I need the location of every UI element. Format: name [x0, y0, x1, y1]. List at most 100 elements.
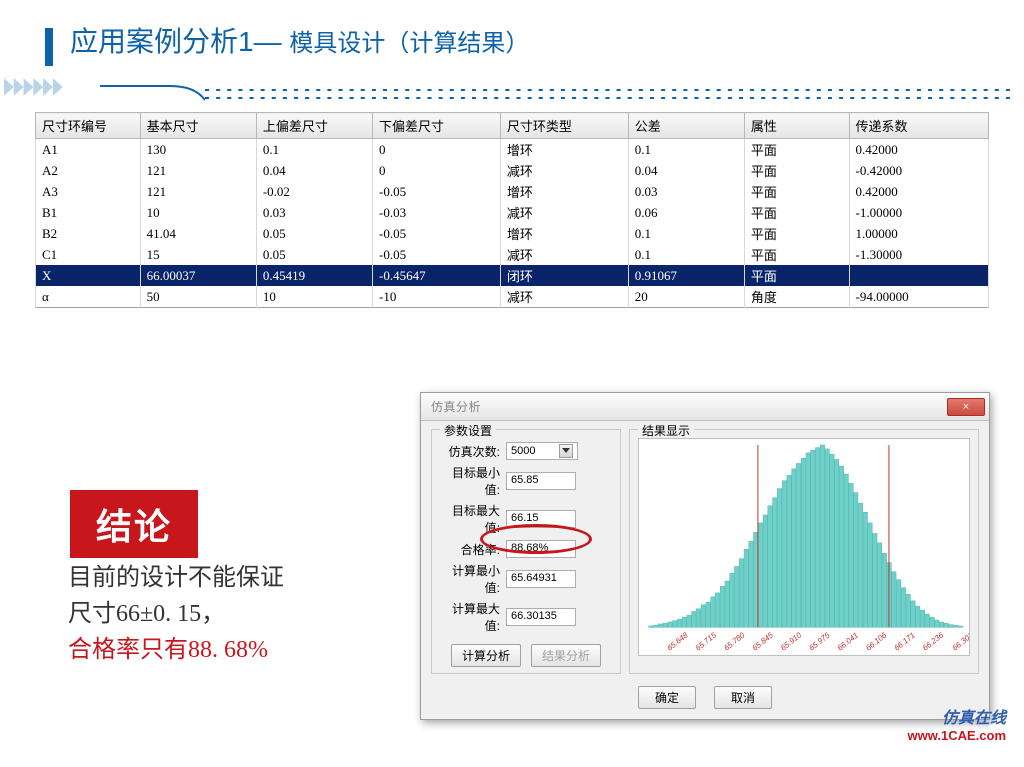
param-input[interactable]: 65.64931: [506, 570, 576, 588]
result-fieldset: 结果显示 65.64865.71565.78065.84565.91065.97…: [629, 429, 979, 674]
param-row: 目标最小值: 65.85: [440, 464, 612, 498]
table-cell: -10: [373, 286, 501, 308]
curve-ornament: [100, 72, 205, 102]
param-row: 计算最小值:65.64931: [440, 562, 612, 596]
param-input[interactable]: 66.15: [506, 510, 576, 528]
col-header: 基本尺寸: [140, 113, 256, 139]
col-header: 尺寸环类型: [500, 113, 628, 139]
table-cell: 0.91067: [628, 265, 744, 286]
param-input[interactable]: 66.30135: [506, 608, 576, 626]
arrow-ornament: [0, 78, 100, 96]
histogram-chart: 65.64865.71565.78065.84565.91065.97566.0…: [638, 438, 970, 656]
dimension-table: 尺寸环编号基本尺寸上偏差尺寸下偏差尺寸尺寸环类型公差属性传递系数 A11300.…: [35, 112, 989, 308]
table-row[interactable]: B241.040.05-0.05增环0.1平面1.00000: [36, 223, 989, 244]
table-cell: A2: [36, 160, 141, 181]
compute-button[interactable]: 计算分析: [451, 644, 521, 667]
param-label: 目标最小值:: [440, 464, 500, 498]
table-cell: 0.05: [256, 244, 372, 265]
chevron-down-icon: [559, 444, 573, 458]
footer-brand: 仿真在线: [908, 704, 1006, 728]
cancel-button[interactable]: 取消: [714, 686, 772, 709]
table-cell: 平面: [744, 202, 849, 223]
result-legend: 结果显示: [638, 422, 694, 439]
table-cell: 0.03: [628, 181, 744, 202]
table-row[interactable]: A3121-0.02-0.05增环0.03平面0.42000: [36, 181, 989, 202]
close-icon: ×: [963, 401, 969, 413]
table-cell: B1: [36, 202, 141, 223]
table-cell: 平面: [744, 265, 849, 286]
table-row[interactable]: A11300.10增环0.1平面0.42000: [36, 139, 989, 161]
table-cell: 15: [140, 244, 256, 265]
table-cell: 减环: [500, 202, 628, 223]
param-input[interactable]: 65.85: [506, 472, 576, 490]
param-row: 仿真次数: 5000: [440, 442, 612, 460]
table-cell: 10: [140, 202, 256, 223]
table-cell: 0.05: [256, 223, 372, 244]
table-cell: -0.05: [373, 181, 501, 202]
header-divider: [0, 70, 1024, 104]
table-cell: -1.00000: [849, 202, 989, 223]
table-cell: 减环: [500, 286, 628, 308]
slide-title-sub: 模具设计（计算结果）: [289, 30, 529, 57]
col-header: 公差: [628, 113, 744, 139]
table-cell: X: [36, 265, 141, 286]
param-select[interactable]: 5000: [506, 442, 578, 460]
footer-logo: 仿真在线 www.1CAE.com: [908, 704, 1006, 743]
table-cell: A1: [36, 139, 141, 161]
table-cell: -0.03: [373, 202, 501, 223]
table-cell: 0.1: [628, 223, 744, 244]
dashed-ornament: [205, 88, 1014, 102]
table-cell: 20: [628, 286, 744, 308]
table-cell: 0.03: [256, 202, 372, 223]
col-header: 传递系数: [849, 113, 989, 139]
table-cell: 0.1: [628, 244, 744, 265]
table-row[interactable]: A21210.040减环0.04平面-0.42000: [36, 160, 989, 181]
table-cell: 减环: [500, 160, 628, 181]
table-cell: -0.05: [373, 244, 501, 265]
table-cell: 130: [140, 139, 256, 161]
conclusion-line3: 合格率只有88. 68%: [68, 632, 284, 668]
conclusion-line1: 目前的设计不能保证: [68, 560, 284, 596]
dialog-titlebar[interactable]: 仿真分析 ×: [421, 393, 989, 421]
param-row: 计算最大值:66.30135: [440, 600, 612, 634]
table-row[interactable]: X66.000370.45419-0.45647闭环0.91067平面: [36, 265, 989, 286]
table-cell: -0.42000: [849, 160, 989, 181]
table-cell: 0.42000: [849, 139, 989, 161]
param-row: 目标最大值:66.15: [440, 502, 612, 536]
param-input[interactable]: 88.68%: [506, 540, 576, 558]
params-fieldset: 参数设置 仿真次数:5000目标最小值:65.85目标最大值:66.15合格率:…: [431, 429, 621, 674]
table-cell: 增环: [500, 223, 628, 244]
table-cell: 增环: [500, 181, 628, 202]
table-row[interactable]: α5010-10减环20角度-94.00000: [36, 286, 989, 308]
simulation-dialog: 仿真分析 × 参数设置 仿真次数:5000目标最小值:65.85目标最大值:66…: [420, 392, 990, 720]
table-cell: A3: [36, 181, 141, 202]
table-cell: 减环: [500, 244, 628, 265]
conclusion-badge: 结论: [70, 490, 198, 558]
slide-header: 应用案例分析1— 模具设计（计算结果）: [0, 0, 1024, 70]
footer-url: www.1CAE.com: [908, 728, 1006, 743]
table-cell: 0: [373, 139, 501, 161]
table-cell: -0.02: [256, 181, 372, 202]
table-cell: 0.06: [628, 202, 744, 223]
param-label: 合格率:: [440, 541, 500, 558]
close-button[interactable]: ×: [947, 398, 985, 416]
param-label: 仿真次数:: [440, 443, 500, 460]
table-cell: 0.04: [628, 160, 744, 181]
param-row: 合格率: 88.68%: [440, 540, 612, 558]
table-cell: 41.04: [140, 223, 256, 244]
table-cell: 121: [140, 160, 256, 181]
table-cell: 10: [256, 286, 372, 308]
table-cell: 66.00037: [140, 265, 256, 286]
table-cell: 1.00000: [849, 223, 989, 244]
table-cell: 0: [373, 160, 501, 181]
table-cell: 平面: [744, 223, 849, 244]
table-cell: 0.45419: [256, 265, 372, 286]
ok-button[interactable]: 确定: [638, 686, 696, 709]
table-cell: [849, 265, 989, 286]
col-header: 下偏差尺寸: [373, 113, 501, 139]
table-row[interactable]: C1150.05-0.05减环0.1平面-1.30000: [36, 244, 989, 265]
table-cell: C1: [36, 244, 141, 265]
dialog-footer: 确定 取消: [421, 680, 989, 719]
table-row[interactable]: B1100.03-0.03减环0.06平面-1.00000: [36, 202, 989, 223]
result-analyze-button[interactable]: 结果分析: [531, 644, 601, 667]
